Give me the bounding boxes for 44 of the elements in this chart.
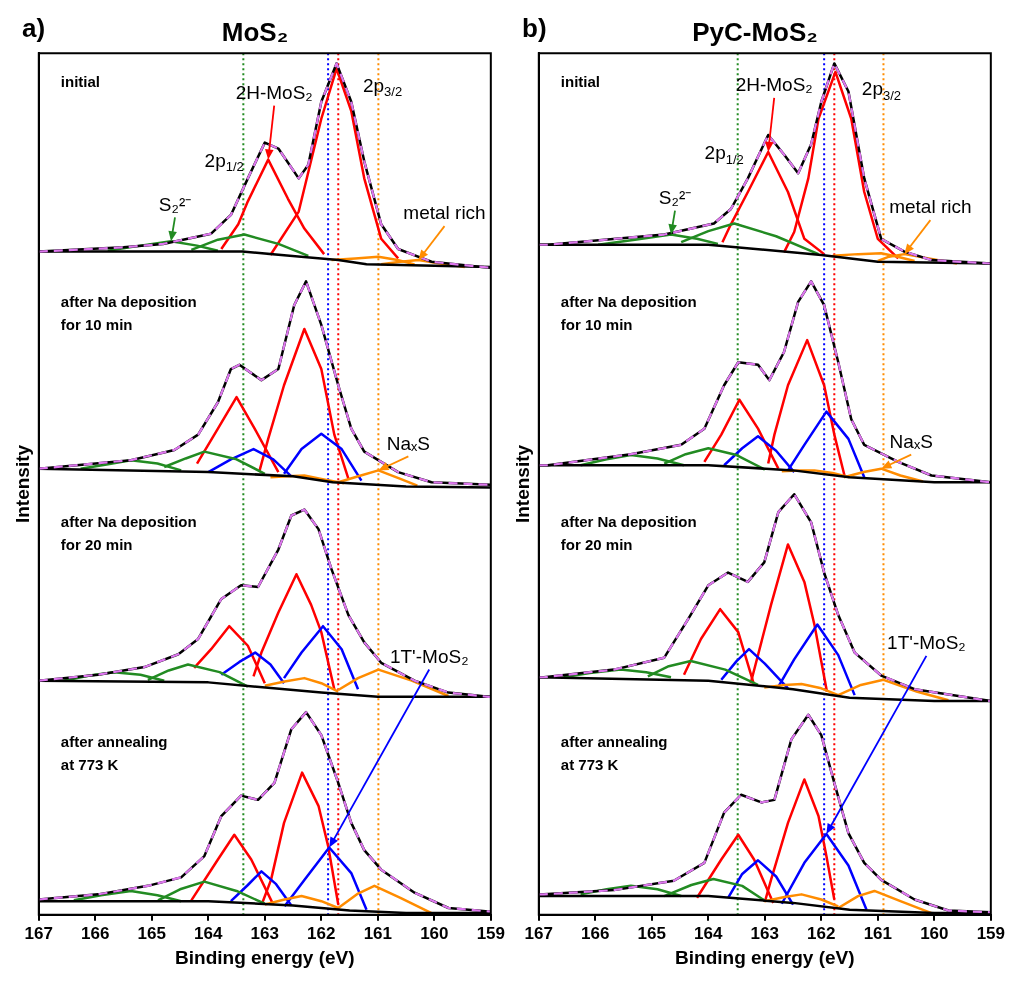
- x-tick-label: 161: [363, 923, 392, 943]
- annotation: 1T'-MoS₂: [389, 645, 469, 667]
- annotation: NaₓS: [889, 430, 933, 452]
- annotation: after Na deposition for 20 min: [560, 512, 697, 554]
- annotation: S₂²⁻: [658, 186, 692, 208]
- x-tick-label: 162: [307, 923, 336, 943]
- chart-title: MoS₂: [221, 16, 289, 47]
- annotation: after Na deposition for 10 min: [60, 293, 197, 334]
- x-tick-label: 162: [807, 923, 836, 943]
- x-tick-label: 166: [81, 923, 110, 943]
- annotation: initial: [60, 73, 100, 91]
- text: a): [22, 13, 46, 44]
- x-tick-label: 159: [476, 923, 506, 943]
- x-tick-label: 166: [581, 923, 610, 943]
- x-tick-label: 167: [24, 923, 53, 943]
- x-tick-label: 160: [420, 923, 449, 943]
- text: b): [522, 13, 547, 44]
- x-axis-title: Binding energy (eV): [675, 946, 855, 968]
- x-tick-label: 159: [976, 923, 1006, 943]
- x-tick-label: 163: [250, 923, 279, 943]
- annotation: after annealing at 773 K: [560, 732, 668, 773]
- y-axis-title: Intensity: [511, 444, 533, 524]
- annotation: 1T'-MoS₂: [887, 632, 966, 654]
- annotation: after Na deposition for 20 min: [60, 512, 197, 554]
- y-axis-title: Intensity: [11, 444, 33, 524]
- annotation: metal rich: [889, 196, 972, 218]
- annotation: after Na deposition for 10 min: [560, 293, 697, 334]
- x-tick-label: 165: [637, 923, 666, 943]
- x-tick-label: 163: [750, 923, 779, 943]
- annotation: S₂²⁻: [158, 193, 192, 215]
- annotation: initial: [560, 73, 600, 91]
- x-tick-label: 161: [863, 923, 892, 943]
- x-tick-label: 160: [920, 923, 949, 943]
- x-tick-label: 164: [194, 923, 224, 943]
- x-tick-label: 167: [524, 923, 553, 943]
- chart-title: PyC-MoS₂: [692, 16, 818, 47]
- annotation: 2H-MoS₂: [735, 74, 813, 96]
- x-tick-label: 165: [137, 923, 166, 943]
- annotation: NaₓS: [386, 432, 430, 454]
- annotation: 2H-MoS₂: [235, 81, 313, 103]
- x-tick-label: 164: [694, 923, 724, 943]
- x-axis-title: Binding energy (eV): [175, 946, 355, 968]
- annotation: metal rich: [403, 202, 486, 224]
- annotation: after annealing at 773 K: [60, 732, 168, 773]
